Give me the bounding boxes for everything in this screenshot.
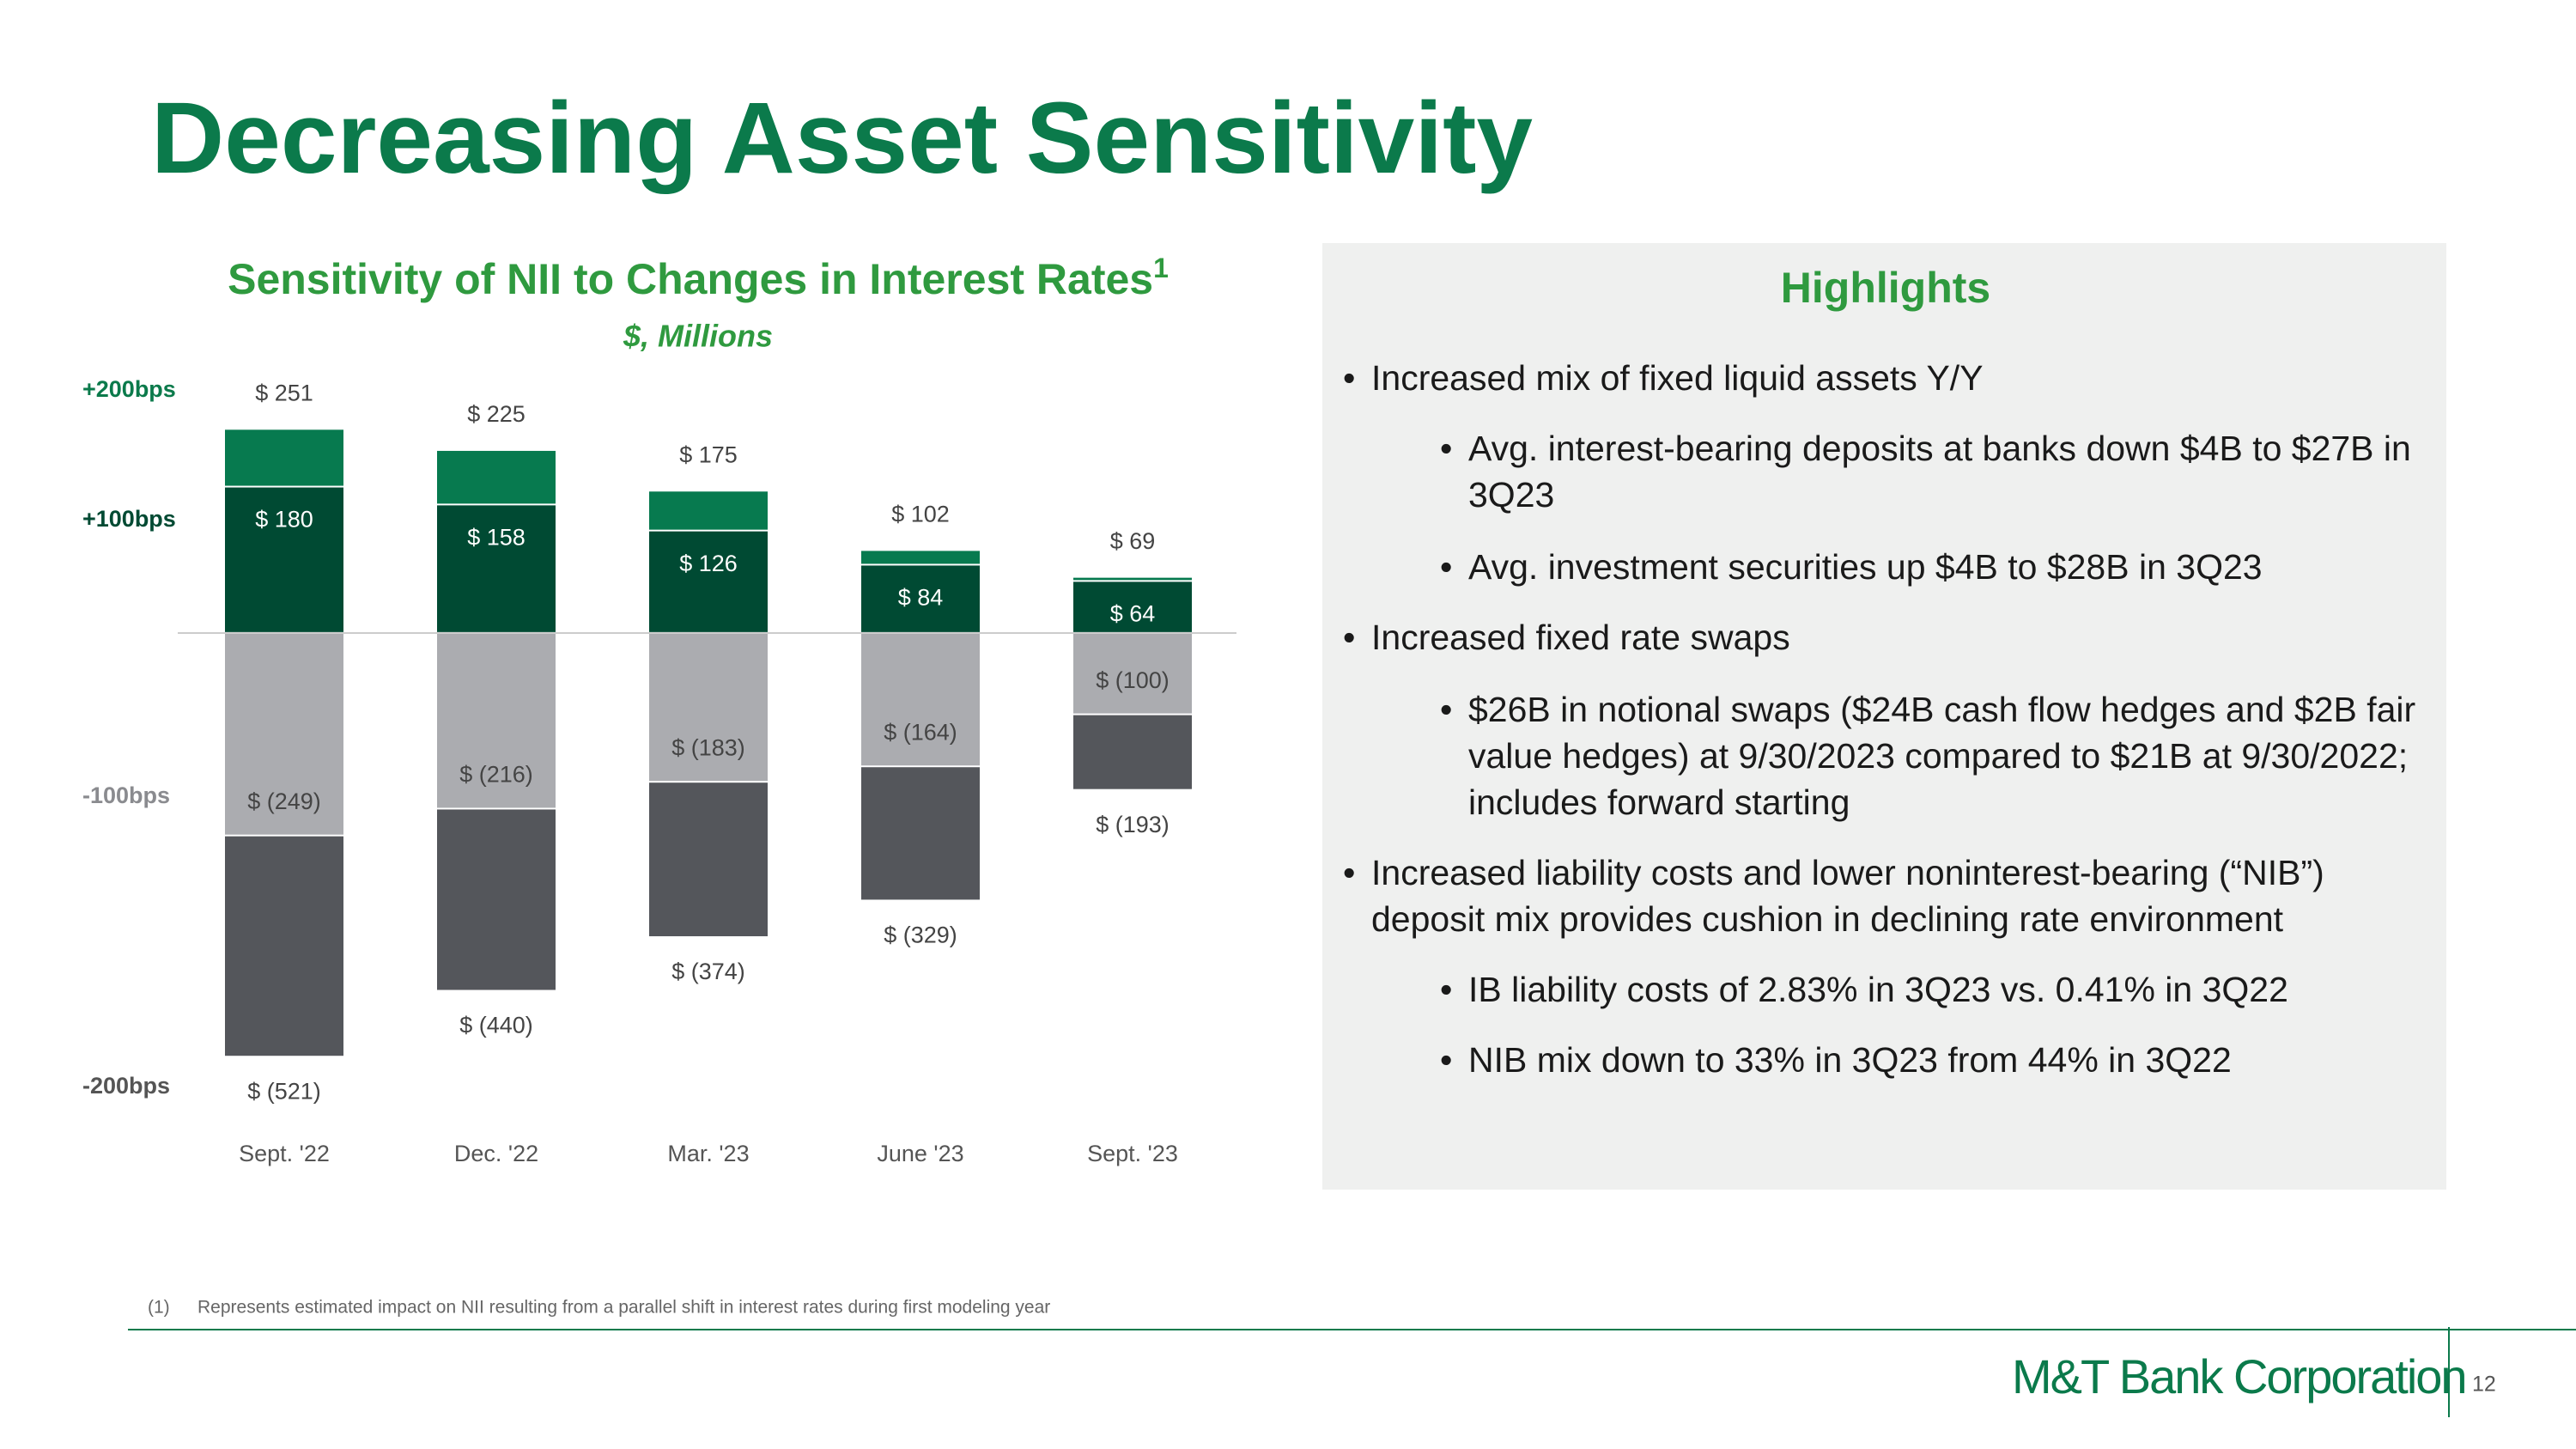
page-number: 12 (2472, 1373, 2496, 1397)
data-label: $ (249) (247, 788, 321, 814)
highlight-item: NIB mix down to 33% in 3Q23 from 44% in … (1440, 1037, 2430, 1083)
x-tick-label: Dec. '22 (454, 1141, 538, 1166)
chart-subtitle: $, Millions (623, 319, 773, 354)
data-label: $ 102 (891, 502, 950, 527)
bar (647, 631, 769, 783)
highlight-item: $26B in notional swaps ($24B cash flow h… (1440, 686, 2430, 825)
data-label: $ (183) (671, 734, 745, 760)
highlight-item: IB liability costs of 2.83% in 3Q23 vs. … (1440, 966, 2430, 1013)
bar (647, 529, 769, 634)
footnote-marker: (1) (148, 1298, 170, 1318)
data-label: $ 69 (1110, 528, 1156, 554)
series-label: -200bps (82, 1073, 170, 1099)
bar (223, 631, 345, 837)
data-label: $ 251 (255, 380, 313, 405)
highlight-item: Avg. investment securities up $4B to $28… (1440, 544, 2430, 590)
data-label: $ (193) (1096, 812, 1170, 837)
highlight-item: Avg. interest-bearing deposits at banks … (1440, 425, 2430, 518)
slide-title: Decreasing Asset Sensitivity (151, 82, 1533, 195)
data-label: $ (521) (247, 1078, 321, 1104)
data-label: $ (329) (884, 922, 957, 948)
x-tick-label: Mar. '23 (667, 1141, 749, 1166)
highlight-item: Increased mix of fixed liquid assets Y/Y (1343, 355, 2430, 401)
x-tick-label: June '23 (877, 1141, 963, 1166)
highlights-title: Highlights (1781, 264, 1990, 312)
data-label: $ 175 (679, 441, 738, 467)
highlight-item: Increased liability costs and lower noni… (1343, 849, 2430, 942)
bar (1072, 580, 1194, 634)
data-label: $ 84 (898, 585, 944, 611)
series-label: +200bps (82, 376, 176, 402)
data-label: $ (216) (459, 762, 533, 788)
bar (223, 485, 345, 634)
bar (860, 563, 981, 634)
x-tick-label: Sept. '23 (1087, 1141, 1178, 1166)
data-label: $ 126 (679, 551, 738, 576)
chart-title-sup: 1 (1153, 253, 1169, 283)
data-label: $ 225 (467, 401, 526, 427)
data-label: $ 158 (467, 524, 526, 550)
data-label: $ (100) (1096, 667, 1170, 693)
footnote-text: Represents estimated impact on NII resul… (197, 1298, 1050, 1318)
data-label: $ 180 (255, 507, 313, 533)
data-label: $ (164) (884, 719, 957, 745)
x-tick-label: Sept. '22 (239, 1141, 330, 1166)
data-label: $ 64 (1110, 600, 1156, 626)
data-label: $ (440) (459, 1013, 533, 1038)
series-label: +100bps (82, 506, 176, 532)
bar (860, 631, 981, 768)
series-label: -100bps (82, 782, 170, 808)
chart-title-text: Sensitivity of NII to Changes in Interes… (228, 255, 1153, 303)
logo: M&T Bank Corporation (2012, 1349, 2466, 1403)
data-label: $ (374) (671, 959, 745, 984)
chart-title: Sensitivity of NII to Changes in Interes… (228, 253, 1169, 303)
highlight-item: Increased fixed rate swaps (1343, 614, 2430, 661)
bar (1072, 631, 1194, 715)
bar (435, 631, 557, 810)
